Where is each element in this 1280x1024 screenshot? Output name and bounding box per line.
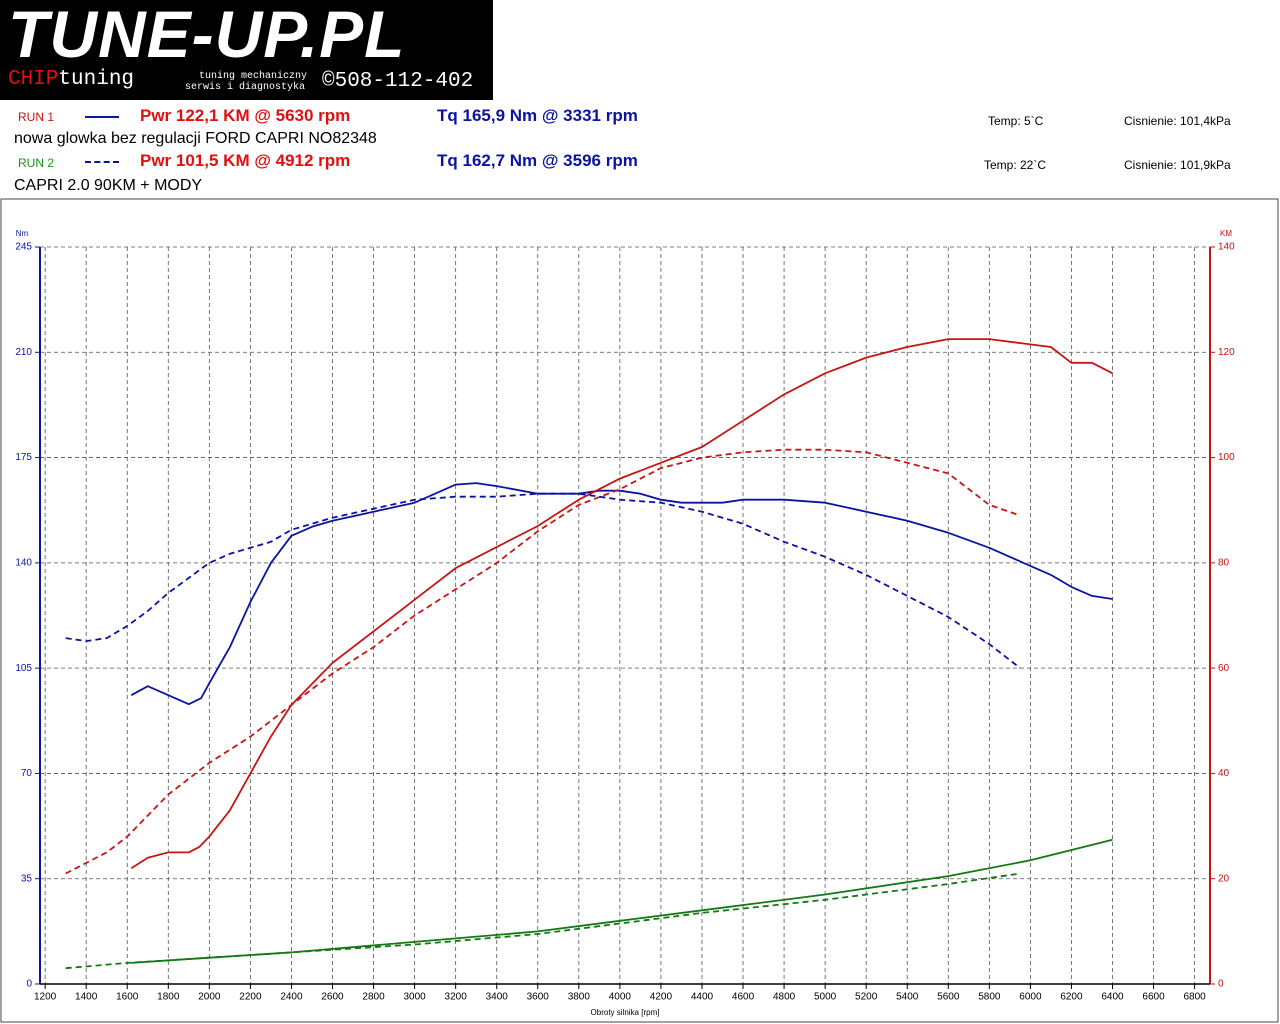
x-tick-label: 6200 [1060, 992, 1083, 1003]
y-tick-label: 140 [15, 557, 32, 568]
x-tick-label: 2200 [239, 992, 262, 1003]
x-tick-label: 5000 [814, 992, 837, 1003]
logo: TUNE-UP.PL CHIPtuning tuning mechaniczny… [0, 0, 493, 100]
y2-tick-label: 20 [1218, 873, 1230, 884]
series-line [65, 448, 1021, 875]
x-tick-label: 1400 [75, 992, 98, 1003]
run-pressure: Cisnienie: 101,9kPa [1124, 158, 1231, 172]
x-tick-label: 6600 [1142, 992, 1165, 1003]
x-tick-label: 6800 [1183, 992, 1206, 1003]
x-tick-label: 3400 [486, 992, 509, 1003]
run-power: Pwr 101,5 KM @ 4912 rpm [140, 151, 351, 170]
y-tick-label: 245 [15, 242, 32, 253]
x-tick-label: 2800 [362, 992, 385, 1003]
chart: Nm KM Obroty silnika [rpm] 0 35 70 105 140 17… [0, 198, 1279, 1023]
y2-tick-label: 100 [1218, 452, 1235, 463]
x-tick-label: 4400 [691, 992, 714, 1003]
run-torque: Tq 165,9 Nm @ 3331 rpm [437, 106, 638, 125]
run-label: RUN 2 [18, 156, 55, 170]
x-tick-label: 4000 [609, 992, 632, 1003]
x-tick-label: 3600 [527, 992, 550, 1003]
logo-sub: CHIPtuning [8, 68, 134, 91]
x-tick-label: 5800 [978, 992, 1001, 1003]
x-tick-label: 3200 [445, 992, 468, 1003]
y2-axis-label: KM [1220, 229, 1232, 238]
service: serwis i diagnostyka [185, 82, 306, 93]
series-line [131, 838, 1113, 964]
y-axis-label: Nm [16, 229, 29, 238]
logo-text: TUNE-UP.PL [8, 0, 406, 71]
y-tick-label: 105 [15, 663, 32, 674]
logo-services: tuning mechaniczny serwis i diagnostyka [185, 71, 307, 93]
series-line [65, 492, 1021, 669]
y-tick-label: 210 [15, 347, 32, 358]
x-tick-label: 2000 [198, 992, 221, 1003]
phone: ©508-112-402 [322, 70, 474, 93]
frame [0, 198, 1279, 1023]
y2-tick-label: 0 [1218, 979, 1224, 990]
y-tick-label: 0 [26, 979, 32, 990]
x-tick-label: 2400 [280, 992, 303, 1003]
x-tick-label: 3000 [403, 992, 426, 1003]
y2-tick-label: 140 [1218, 242, 1235, 253]
x-tick-label: 2600 [321, 992, 344, 1003]
x-tick-label: 5600 [937, 992, 960, 1003]
y2-tick-label: 120 [1218, 347, 1235, 358]
x-tick-label: 5400 [896, 992, 919, 1003]
run-description: CAPRI 2.0 90KM + MODY [14, 177, 203, 194]
x-tick-label: 6000 [1019, 992, 1042, 1003]
run-temp: Temp: 22`C [984, 158, 1047, 172]
y-tick-label: 35 [21, 873, 33, 884]
x-tick-label: 3800 [568, 992, 591, 1003]
chip: CHIP [8, 68, 59, 91]
y2-tick-label: 60 [1218, 663, 1230, 674]
y2-tick-label: 80 [1218, 557, 1230, 568]
x-tick-label: 4800 [773, 992, 796, 1003]
x-tick-label: 4600 [732, 992, 755, 1003]
service: tuning mechaniczny [199, 71, 308, 82]
x-tick-label: 6400 [1101, 992, 1124, 1003]
y-tick-label: 70 [21, 768, 33, 779]
x-tick-label: 1800 [157, 992, 180, 1003]
run-legend-line [85, 161, 119, 163]
x-tick-label: 1600 [116, 992, 139, 1003]
x-tick-label: 5200 [855, 992, 878, 1003]
series-line [130, 482, 1113, 706]
run-power: Pwr 122,1 KM @ 5630 rpm [140, 106, 351, 125]
x-tick-label: 1200 [34, 992, 57, 1003]
y-tick-label: 175 [15, 452, 32, 463]
y2-tick-label: 40 [1218, 768, 1230, 779]
x-axis-label: Obroty silnika [rpm] [591, 1008, 660, 1017]
x-tick-label: 4200 [650, 992, 673, 1003]
run-legend-line [85, 116, 119, 118]
run-torque: Tq 162,7 Nm @ 3596 rpm [437, 151, 638, 170]
run-pressure: Cisnienie: 101,4kPa [1124, 114, 1231, 128]
run-label: RUN 1 [18, 110, 55, 124]
series-line [65, 872, 1021, 970]
run-temp: Temp: 5`C [988, 114, 1044, 128]
run-description: nowa glowka bez regulacji FORD CAPRI NO8… [14, 130, 377, 147]
tuning: tuning [58, 68, 135, 91]
series-line [130, 338, 1113, 869]
